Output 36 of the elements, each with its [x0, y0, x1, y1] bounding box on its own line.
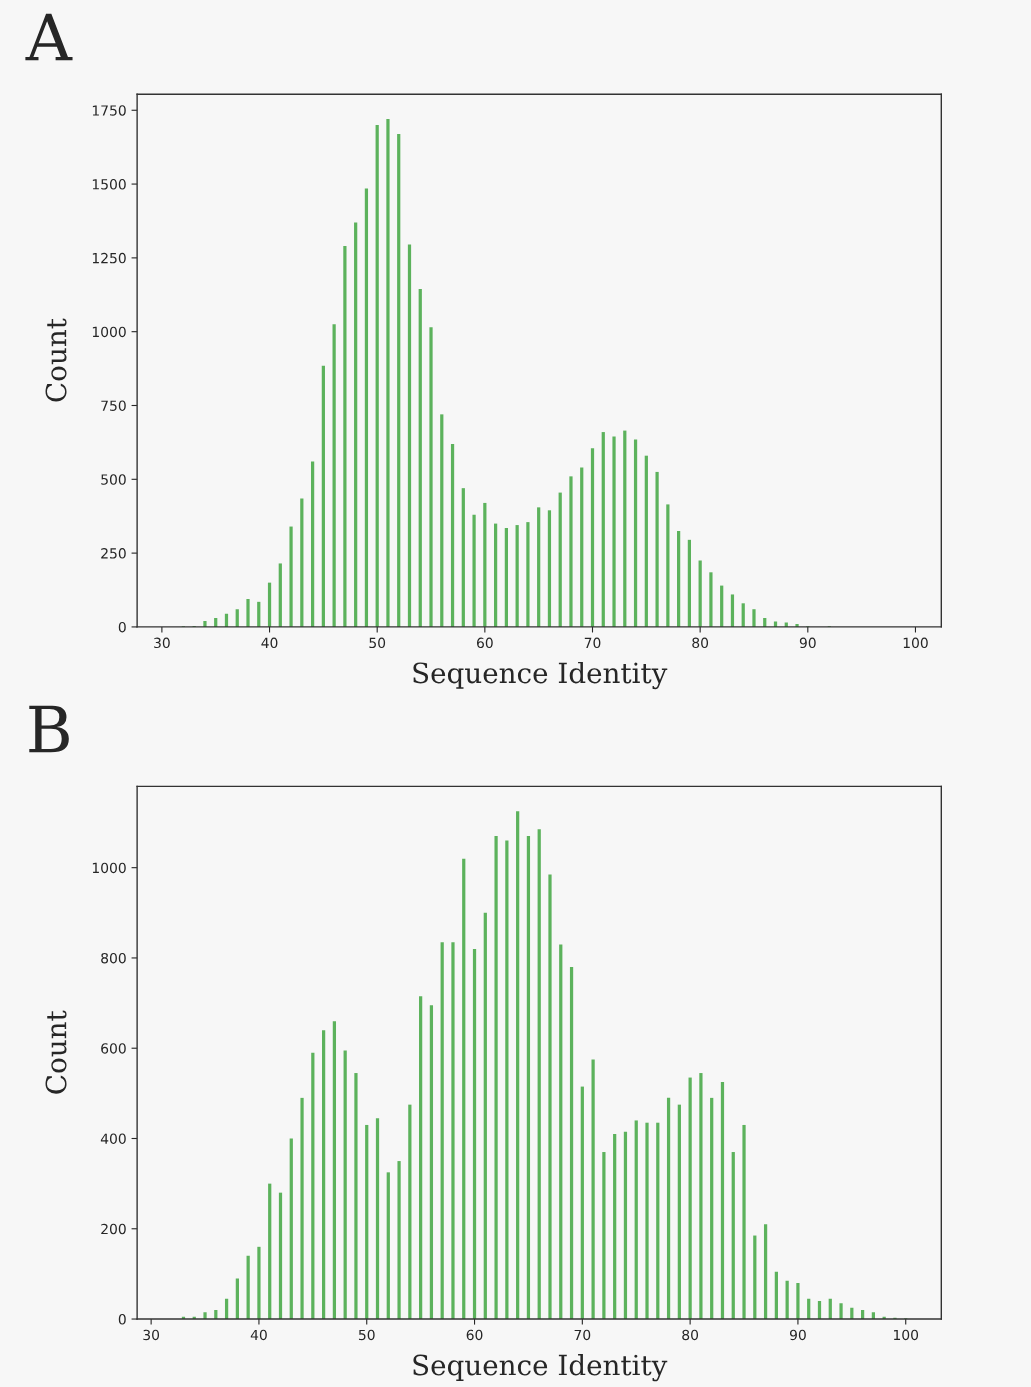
- y-tick-label: 1500: [92, 179, 126, 190]
- y-tick-label: 400: [100, 1133, 126, 1144]
- x-tick-label: 60: [466, 1329, 483, 1341]
- x-tick-label: 90: [789, 1329, 806, 1341]
- y-tick-label: 500: [101, 474, 126, 485]
- x-tick-label: 80: [692, 637, 709, 649]
- y-tick-label: 600: [101, 1043, 126, 1054]
- x-tick-label: 60: [476, 637, 493, 649]
- y-tick-label: 750: [101, 400, 126, 411]
- x-tick-label: 40: [250, 1329, 267, 1341]
- x-tick-label: 80: [682, 1329, 699, 1341]
- y-tick-label: 0: [118, 621, 126, 633]
- x-tick-label: 50: [369, 637, 386, 649]
- y-tick-label: 800: [101, 952, 126, 964]
- x-tick-label: 40: [261, 637, 278, 649]
- x-tick-label: 30: [154, 637, 170, 649]
- x-axis-title: Sequence Identity: [413, 661, 668, 690]
- y-tick-label: 200: [101, 1223, 126, 1235]
- x-tick-label: 50: [358, 1329, 375, 1341]
- x-axis-title: Sequence Identity: [413, 1354, 668, 1382]
- x-tick-label: 90: [799, 637, 816, 649]
- y-tick-label: 1000: [92, 862, 126, 874]
- x-tick-label: 100: [894, 1329, 919, 1341]
- y-axis-title: Count: [45, 1010, 67, 1094]
- chart-title: A: [25, 13, 73, 61]
- y-tick-label: 1750: [92, 105, 126, 116]
- y-tick-label: 1250: [92, 252, 126, 264]
- y-tick-label: 0: [118, 1314, 126, 1325]
- x-tick-label: 100: [903, 637, 928, 649]
- chart-title: B: [29, 705, 69, 753]
- y-tick-label: 250: [101, 548, 126, 559]
- y-axis-title: Count: [45, 318, 67, 402]
- x-tick-label: 70: [584, 637, 601, 649]
- x-tick-label: 70: [574, 1329, 591, 1341]
- y-tick-label: 1000: [92, 326, 126, 338]
- x-tick-label: 30: [143, 1329, 160, 1341]
